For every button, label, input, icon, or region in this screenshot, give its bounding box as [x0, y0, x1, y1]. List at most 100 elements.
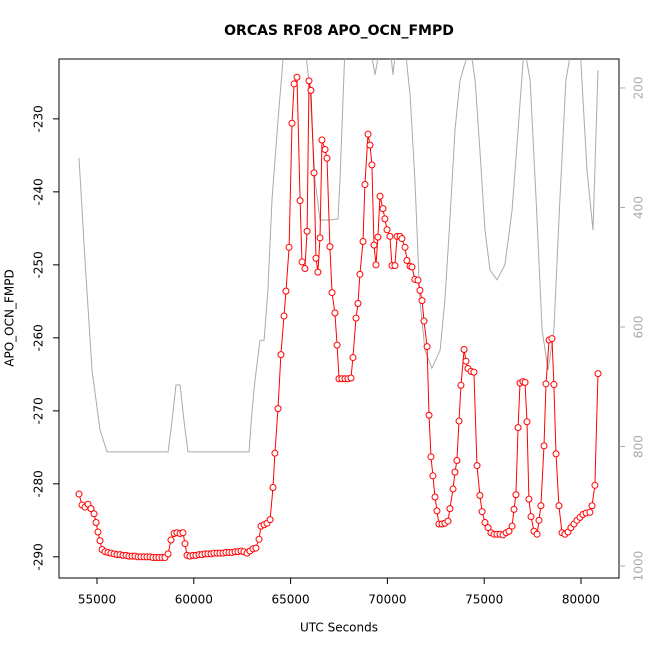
- data-point: [271, 449, 279, 457]
- data-point: [455, 417, 463, 425]
- data-point: [347, 374, 355, 382]
- data-point: [416, 286, 424, 294]
- data-point: [314, 268, 322, 276]
- data-point: [523, 418, 531, 426]
- data-point: [510, 505, 518, 513]
- data-point: [255, 535, 263, 543]
- y2-tick-label: 200: [632, 77, 646, 100]
- data-point: [548, 335, 556, 343]
- data-point: [164, 550, 172, 558]
- data-point: [552, 450, 560, 458]
- plot-frame: [58, 58, 620, 579]
- data-point: [318, 136, 326, 144]
- data-point: [321, 146, 329, 154]
- data-point: [401, 243, 409, 251]
- data-point: [473, 462, 481, 470]
- data-point: [364, 130, 372, 138]
- data-point: [331, 309, 339, 317]
- y-tick-label: -280: [32, 470, 46, 497]
- x-tick-label: 60000: [175, 593, 213, 607]
- data-point: [533, 530, 541, 538]
- data-point: [310, 169, 318, 177]
- data-point: [285, 243, 293, 251]
- data-point: [316, 234, 324, 242]
- data-point: [481, 519, 489, 527]
- data-point: [527, 513, 535, 521]
- data-point: [446, 505, 454, 513]
- data-point: [391, 262, 399, 270]
- data-point: [96, 537, 104, 545]
- data-point: [252, 544, 260, 552]
- data-point: [398, 235, 406, 243]
- data-point: [305, 77, 313, 85]
- data-point: [433, 507, 441, 515]
- data-point: [333, 341, 341, 349]
- data-point: [288, 119, 296, 127]
- data-point: [376, 192, 384, 200]
- data-point: [514, 424, 522, 432]
- data-point: [457, 381, 465, 389]
- y2-tick-label: 1000: [632, 551, 646, 582]
- data-point: [94, 528, 102, 536]
- data-point: [372, 261, 380, 269]
- data-point: [274, 405, 282, 413]
- y-tick-label: -290: [32, 543, 46, 570]
- data-point: [167, 536, 175, 544]
- data-point: [476, 492, 484, 500]
- y-tick-label: -260: [32, 324, 46, 351]
- data-point: [312, 254, 320, 262]
- data-point: [269, 483, 277, 491]
- data-point: [381, 215, 389, 223]
- data-point: [366, 141, 374, 149]
- data-point: [293, 73, 301, 81]
- data-point: [460, 346, 468, 354]
- data-point: [354, 300, 362, 308]
- data-point: [296, 197, 304, 205]
- data-point: [408, 263, 416, 271]
- y-tick-label: -240: [32, 178, 46, 205]
- data-point: [370, 241, 378, 249]
- data-point: [359, 237, 367, 245]
- data-point: [266, 516, 274, 524]
- data-point: [586, 508, 594, 516]
- data-point: [591, 481, 599, 489]
- data-point: [349, 354, 357, 362]
- x-tick-label: 70000: [368, 593, 406, 607]
- data-point: [280, 312, 288, 320]
- data-point: [90, 510, 98, 518]
- data-point: [352, 314, 360, 322]
- x-axis-label: UTC Seconds: [300, 621, 378, 635]
- data-point: [277, 351, 285, 359]
- series-line: [78, 59, 599, 453]
- data-point: [383, 226, 391, 234]
- data-point: [508, 522, 516, 530]
- data-point: [92, 519, 100, 527]
- data-point: [361, 181, 369, 189]
- y-tick-label: -270: [32, 397, 46, 424]
- data-point: [301, 264, 309, 272]
- data-point: [282, 287, 290, 295]
- x-tick-label: 55000: [78, 593, 116, 607]
- data-point: [303, 227, 311, 235]
- data-point: [418, 297, 426, 305]
- x-tick-label: 80000: [562, 593, 600, 607]
- data-point: [478, 508, 486, 516]
- data-point: [535, 516, 543, 524]
- data-point: [462, 357, 470, 365]
- data-point: [449, 485, 457, 493]
- data-point: [379, 205, 387, 213]
- data-point: [403, 256, 411, 264]
- y-tick-label: -230: [32, 105, 46, 132]
- data-point: [431, 493, 439, 501]
- data-point: [414, 276, 422, 284]
- data-point: [290, 80, 298, 88]
- data-point: [512, 491, 520, 499]
- data-point: [525, 495, 533, 503]
- data-point: [505, 527, 513, 535]
- data-point: [386, 232, 394, 240]
- series-line: [78, 76, 599, 559]
- data-point: [298, 258, 306, 266]
- data-point: [444, 517, 452, 525]
- data-point: [328, 289, 336, 297]
- data-point: [323, 154, 331, 162]
